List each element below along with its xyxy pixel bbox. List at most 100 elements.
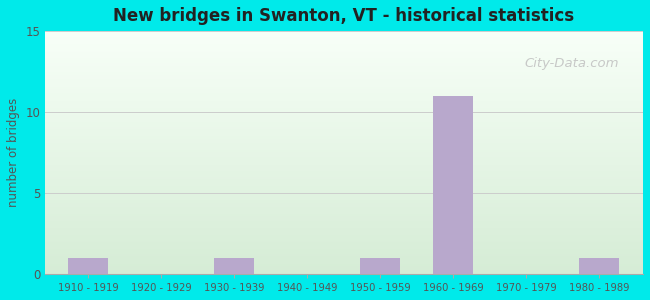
- Bar: [45, 228, 643, 229]
- Bar: [45, 155, 643, 156]
- Bar: [45, 142, 643, 143]
- Bar: [45, 164, 643, 165]
- Bar: [45, 229, 643, 230]
- Bar: [45, 104, 643, 105]
- Bar: [45, 60, 643, 61]
- Bar: [45, 157, 643, 158]
- Bar: [45, 106, 643, 107]
- Bar: [45, 62, 643, 63]
- Bar: [45, 67, 643, 68]
- Text: City-Data.com: City-Data.com: [525, 57, 619, 70]
- Bar: [45, 97, 643, 98]
- Bar: [45, 186, 643, 187]
- Bar: [45, 197, 643, 198]
- Bar: [45, 38, 643, 39]
- Bar: [45, 169, 643, 170]
- Bar: [45, 132, 643, 133]
- Bar: [45, 35, 643, 36]
- Bar: [45, 37, 643, 38]
- Bar: [45, 225, 643, 226]
- Bar: [45, 181, 643, 182]
- Bar: [45, 174, 643, 175]
- Bar: [45, 259, 643, 260]
- Bar: [45, 40, 643, 41]
- Bar: [45, 261, 643, 262]
- Bar: [45, 56, 643, 57]
- Bar: [45, 148, 643, 149]
- Bar: [45, 185, 643, 186]
- Bar: [45, 194, 643, 195]
- Bar: [45, 257, 643, 258]
- Bar: [45, 138, 643, 139]
- Bar: [45, 271, 643, 272]
- Bar: [45, 266, 643, 267]
- Bar: [45, 163, 643, 164]
- Bar: [45, 147, 643, 148]
- Bar: [45, 173, 643, 174]
- Bar: [45, 80, 643, 81]
- Bar: [45, 58, 643, 59]
- Bar: [45, 88, 643, 89]
- Bar: [45, 141, 643, 142]
- Bar: [45, 114, 643, 115]
- Bar: [45, 86, 643, 87]
- Bar: [45, 71, 643, 73]
- Bar: [45, 123, 643, 124]
- Bar: [45, 168, 643, 169]
- Bar: [433, 96, 473, 274]
- Bar: [45, 110, 643, 112]
- Bar: [45, 192, 643, 193]
- Bar: [45, 178, 643, 179]
- Bar: [45, 159, 643, 160]
- Bar: [45, 75, 643, 76]
- Bar: [45, 172, 643, 173]
- Bar: [45, 90, 643, 91]
- Bar: [45, 73, 643, 74]
- Bar: [45, 81, 643, 82]
- Bar: [45, 152, 643, 153]
- Bar: [45, 95, 643, 96]
- Bar: [45, 99, 643, 100]
- Bar: [45, 193, 643, 194]
- Bar: [45, 112, 643, 113]
- Bar: [45, 270, 643, 271]
- Bar: [45, 247, 643, 248]
- Bar: [45, 140, 643, 141]
- Bar: [45, 222, 643, 223]
- Bar: [45, 176, 643, 177]
- Bar: [45, 190, 643, 191]
- Bar: [45, 201, 643, 202]
- Bar: [45, 124, 643, 125]
- Bar: [45, 32, 643, 33]
- Bar: [45, 68, 643, 69]
- Bar: [45, 82, 643, 83]
- Bar: [45, 220, 643, 221]
- Bar: [579, 258, 619, 274]
- Bar: [45, 33, 643, 34]
- Bar: [45, 252, 643, 253]
- Bar: [45, 272, 643, 273]
- Bar: [45, 84, 643, 85]
- Bar: [45, 91, 643, 92]
- Bar: [45, 226, 643, 227]
- Bar: [45, 107, 643, 108]
- Bar: [45, 94, 643, 95]
- Bar: [68, 258, 109, 274]
- Bar: [45, 237, 643, 238]
- Bar: [45, 135, 643, 136]
- Bar: [45, 205, 643, 206]
- Bar: [45, 180, 643, 181]
- Bar: [45, 264, 643, 265]
- Bar: [214, 258, 254, 274]
- Bar: [45, 50, 643, 51]
- Bar: [45, 232, 643, 233]
- Bar: [45, 249, 643, 250]
- Bar: [45, 161, 643, 162]
- Bar: [45, 101, 643, 102]
- Bar: [45, 199, 643, 200]
- Bar: [45, 238, 643, 239]
- Bar: [45, 105, 643, 106]
- Bar: [45, 153, 643, 154]
- Bar: [45, 212, 643, 213]
- Bar: [45, 224, 643, 225]
